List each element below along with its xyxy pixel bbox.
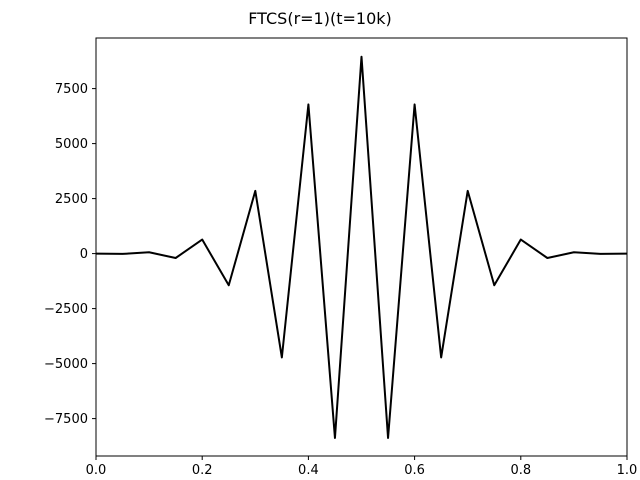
plot-area: 0.0 0.2 0.4 0.6 0.8 1.0 −7500 −5000 −2500 0 2500 50… — [44, 55, 638, 478]
x-tick-label: 1.0 — [617, 463, 638, 478]
y-tick-label: 2500 — [55, 192, 88, 207]
y-tick-label: 5000 — [55, 137, 88, 152]
y-tick-label: 7500 — [55, 82, 88, 97]
x-tick-label: 0.4 — [298, 463, 319, 478]
x-tick-label: 0.2 — [192, 463, 213, 478]
x-tick-label: 0.8 — [510, 463, 531, 478]
y-tick-label: −2500 — [44, 302, 88, 317]
series-line — [95, 55, 628, 439]
axes-frame — [95, 37, 628, 457]
y-tick-label: −7500 — [44, 412, 88, 427]
y-tick-label: −5000 — [44, 357, 88, 372]
chart-title: FTCS(r=1)(t=10k) — [248, 9, 392, 28]
y-tick-label: 0 — [80, 247, 88, 262]
x-tick-label: 0.0 — [86, 463, 107, 478]
x-tick-label: 0.6 — [404, 463, 425, 478]
